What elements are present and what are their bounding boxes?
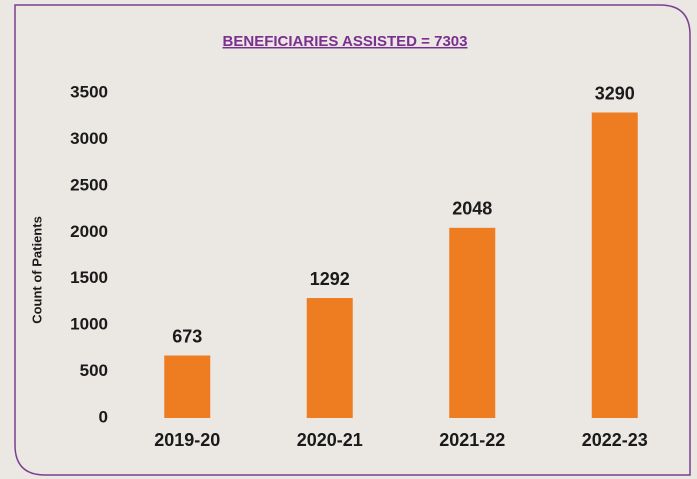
data-label: 2048 <box>452 199 492 219</box>
y-axis-label: Count of Patients <box>29 216 44 324</box>
x-tick-label: 2022-23 <box>582 430 648 450</box>
y-tick-label: 2500 <box>70 175 108 194</box>
bar <box>449 227 496 418</box>
x-tick-label: 2020-21 <box>297 430 363 450</box>
data-label: 1292 <box>310 269 350 289</box>
y-tick-label: 1000 <box>70 315 108 334</box>
y-tick-label: 3500 <box>70 82 108 101</box>
chart-title: BENEFICIARIES ASSISTED = 7303 <box>223 33 468 50</box>
bar <box>306 298 353 418</box>
x-tick-label: 2021-22 <box>439 430 505 450</box>
y-tick-label: 2000 <box>70 222 108 241</box>
y-tick-label: 3000 <box>70 129 108 148</box>
bar <box>164 355 211 418</box>
bar <box>591 112 638 418</box>
frame <box>14 4 691 476</box>
data-label: 3290 <box>595 83 635 103</box>
y-tick-label: 1500 <box>70 268 108 287</box>
y-tick-label: 500 <box>80 361 108 380</box>
data-label: 673 <box>172 326 202 346</box>
x-tick-label: 2019-20 <box>154 430 220 450</box>
y-tick-label: 0 <box>99 407 108 426</box>
